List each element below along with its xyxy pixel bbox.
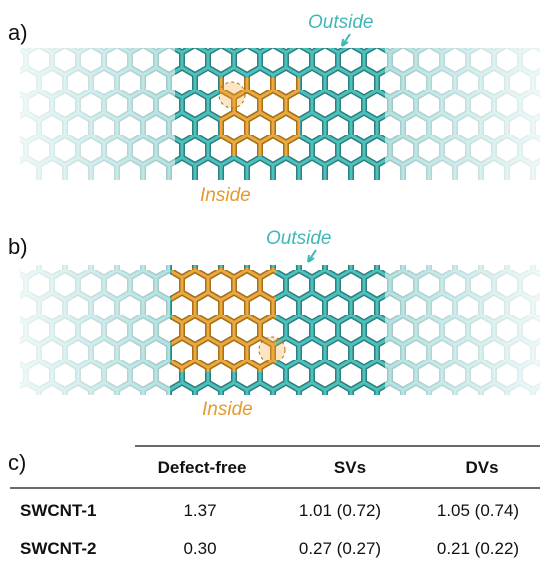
nanotube-a xyxy=(20,48,540,180)
inside-label: Inside xyxy=(200,185,251,206)
panel-label: b) xyxy=(8,234,28,259)
outside-label: Outside xyxy=(266,228,331,249)
table-header: SVs xyxy=(334,458,366,477)
table-cell: 1.37 xyxy=(183,501,216,520)
panel-label: a) xyxy=(8,20,28,45)
table-cell: 1.01 (0.72) xyxy=(299,501,381,520)
outside-label: Outside xyxy=(308,12,373,33)
table-cell: 0.21 (0.22) xyxy=(437,539,519,558)
arrow xyxy=(342,34,350,46)
row-header: SWCNT-2 xyxy=(20,539,97,558)
arrow xyxy=(308,250,316,262)
nanotube-b xyxy=(20,265,540,395)
row-header: SWCNT-1 xyxy=(20,501,97,520)
table-cell: 0.27 (0.27) xyxy=(299,539,381,558)
table-cell: 0.30 xyxy=(183,539,216,558)
figure: a) Outside Inside b) Outside Inside c) D… xyxy=(0,0,540,565)
table-header: Defect-free xyxy=(158,458,247,477)
table-cell: 1.05 (0.74) xyxy=(437,501,519,520)
panel-label: c) xyxy=(8,450,26,475)
inside-label: Inside xyxy=(202,399,253,420)
table-header: DVs xyxy=(465,458,498,477)
